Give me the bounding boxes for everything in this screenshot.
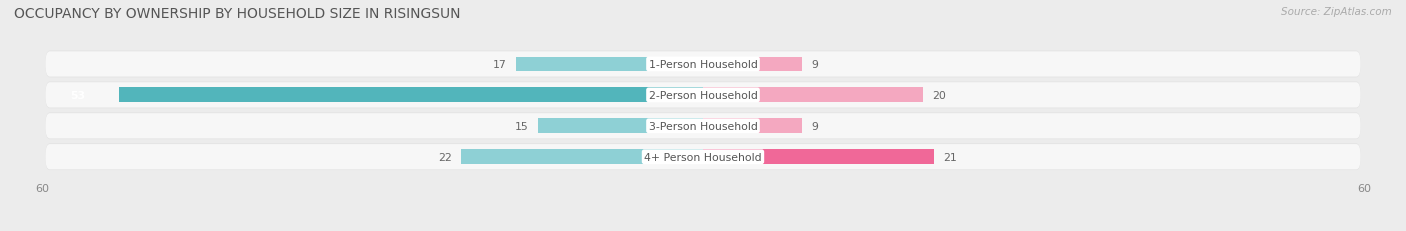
Text: 3-Person Household: 3-Person Household bbox=[648, 121, 758, 131]
Text: Source: ZipAtlas.com: Source: ZipAtlas.com bbox=[1281, 7, 1392, 17]
FancyBboxPatch shape bbox=[45, 83, 1361, 108]
Text: 2-Person Household: 2-Person Household bbox=[648, 91, 758, 100]
Bar bbox=[516, 57, 703, 72]
Bar bbox=[537, 119, 703, 134]
Bar bbox=[703, 57, 801, 72]
Text: 4+ Person Household: 4+ Person Household bbox=[644, 152, 762, 162]
FancyBboxPatch shape bbox=[45, 114, 1361, 139]
FancyBboxPatch shape bbox=[45, 144, 1361, 170]
Text: 17: 17 bbox=[494, 60, 508, 70]
Bar bbox=[703, 88, 924, 103]
Bar bbox=[703, 150, 934, 164]
FancyBboxPatch shape bbox=[45, 144, 1361, 170]
FancyBboxPatch shape bbox=[45, 52, 1361, 77]
Text: 22: 22 bbox=[439, 152, 451, 162]
Text: 9: 9 bbox=[811, 60, 818, 70]
FancyBboxPatch shape bbox=[45, 52, 1361, 78]
Text: 20: 20 bbox=[932, 91, 946, 100]
Text: 1-Person Household: 1-Person Household bbox=[648, 60, 758, 70]
Text: OCCUPANCY BY OWNERSHIP BY HOUSEHOLD SIZE IN RISINGSUN: OCCUPANCY BY OWNERSHIP BY HOUSEHOLD SIZE… bbox=[14, 7, 461, 21]
FancyBboxPatch shape bbox=[45, 113, 1361, 140]
Text: 21: 21 bbox=[943, 152, 957, 162]
Bar bbox=[120, 88, 703, 103]
FancyBboxPatch shape bbox=[45, 82, 1361, 109]
Bar bbox=[703, 119, 801, 134]
Bar bbox=[461, 150, 703, 164]
Text: 9: 9 bbox=[811, 121, 818, 131]
Text: 15: 15 bbox=[515, 121, 529, 131]
Text: 53: 53 bbox=[70, 91, 84, 100]
